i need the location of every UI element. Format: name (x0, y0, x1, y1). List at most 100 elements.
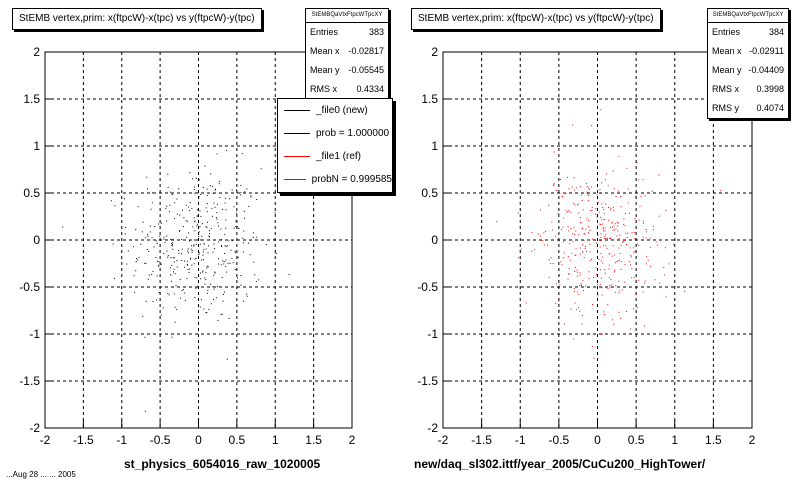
scatter-point (548, 259, 550, 261)
scatter-point (573, 177, 575, 179)
scatter-point (203, 249, 205, 251)
scatter-point (198, 233, 200, 235)
scatter-point (664, 274, 666, 276)
scatter-point (140, 243, 142, 245)
scatter-point (168, 211, 170, 213)
right-stats-row: Mean y -0.04409 (712, 65, 784, 75)
scatter-point (673, 243, 675, 245)
scatter-point (159, 235, 161, 237)
scatter-point (629, 264, 631, 266)
scatter-point (205, 248, 207, 250)
scatter-point (236, 287, 238, 289)
scatter-point (148, 250, 150, 252)
scatter-point (579, 272, 581, 274)
scatter-point (206, 221, 208, 223)
scatter-point (658, 215, 660, 217)
scatter-point (603, 230, 605, 232)
scatter-point (720, 190, 722, 192)
scatter-point (114, 205, 116, 207)
scatter-point (220, 238, 222, 240)
scatter-point (151, 237, 153, 239)
scatter-point (634, 232, 636, 234)
scatter-point (156, 242, 158, 244)
scatter-point (584, 233, 586, 235)
scatter-point (212, 299, 214, 301)
scatter-point (610, 237, 612, 239)
scatter-point (637, 179, 639, 181)
scatter-point (590, 125, 592, 127)
left-stats-row: Mean y -0.05545 (310, 65, 384, 75)
scatter-point (597, 202, 599, 204)
scatter-point (248, 205, 250, 207)
scatter-point (600, 260, 602, 262)
scatter-point (196, 277, 198, 279)
scatter-point (246, 295, 248, 297)
scatter-point (246, 293, 248, 295)
scatter-point (620, 244, 622, 246)
scatter-point (224, 252, 226, 254)
scatter-point (573, 291, 575, 293)
scatter-point (206, 203, 208, 205)
scatter-point (194, 186, 196, 188)
scatter-point (242, 237, 244, 239)
scatter-point (194, 296, 196, 298)
scatter-point (193, 188, 195, 190)
scatter-point (636, 307, 638, 309)
scatter-point (193, 217, 195, 219)
scatter-point (171, 244, 173, 246)
scatter-point (604, 268, 606, 270)
scatter-point (176, 198, 178, 200)
legend: _file0 (new) prob = 1.000000 _file1 (ref… (277, 98, 393, 193)
scatter-point (569, 243, 571, 245)
scatter-point (602, 333, 604, 335)
scatter-point (202, 270, 204, 272)
scatter-point (573, 338, 575, 340)
left-title: StEMB vertex,prim: x(ftpcW)-x(tpc) vs y(… (12, 8, 262, 30)
scatter-point (187, 250, 189, 252)
scatter-point (171, 264, 173, 266)
scatter-point (221, 276, 223, 278)
scatter-point (124, 233, 126, 235)
scatter-point (606, 247, 608, 249)
scatter-point (646, 256, 648, 258)
scatter-point (256, 236, 258, 238)
scatter-point (557, 212, 559, 214)
scatter-point (572, 124, 574, 126)
legend-item: prob = 1.000000 (278, 122, 392, 145)
scatter-point (627, 232, 629, 234)
scatter-point (574, 270, 576, 272)
scatter-point (612, 319, 614, 321)
scatter-point (215, 216, 217, 218)
scatter-point (617, 222, 619, 224)
scatter-point (577, 203, 579, 205)
scatter-point (618, 280, 620, 282)
scatter-point (206, 267, 208, 269)
scatter-point (595, 213, 597, 215)
scatter-point (195, 257, 197, 259)
scatter-point (240, 275, 242, 277)
scatter-point (144, 262, 146, 264)
scatter-point (591, 304, 593, 306)
scatter-point (225, 219, 227, 221)
scatter-point (609, 253, 611, 255)
scatter-point (173, 257, 175, 259)
scatter-point (252, 232, 254, 234)
scatter-point (158, 292, 160, 294)
scatter-point (631, 232, 633, 234)
scatter-point (160, 263, 162, 265)
y-tick-label: 2 (33, 45, 40, 59)
right-title: StEMB vertex,prim: x(ftpcW)-x(tpc) vs y(… (411, 8, 661, 30)
scatter-point (240, 184, 242, 186)
scatter-point (547, 244, 549, 246)
scatter-point (665, 296, 667, 298)
scatter-point (171, 243, 173, 245)
scatter-point (218, 225, 220, 227)
scatter-point (216, 212, 218, 214)
scatter-point (578, 234, 580, 236)
scatter-point (600, 277, 602, 279)
left-title-text: StEMB vertex,prim: x(ftpcW)-x(tpc) vs y(… (19, 13, 255, 24)
scatter-point (206, 265, 208, 267)
scatter-point (577, 275, 579, 277)
scatter-point (189, 209, 191, 211)
scatter-point (236, 277, 238, 279)
